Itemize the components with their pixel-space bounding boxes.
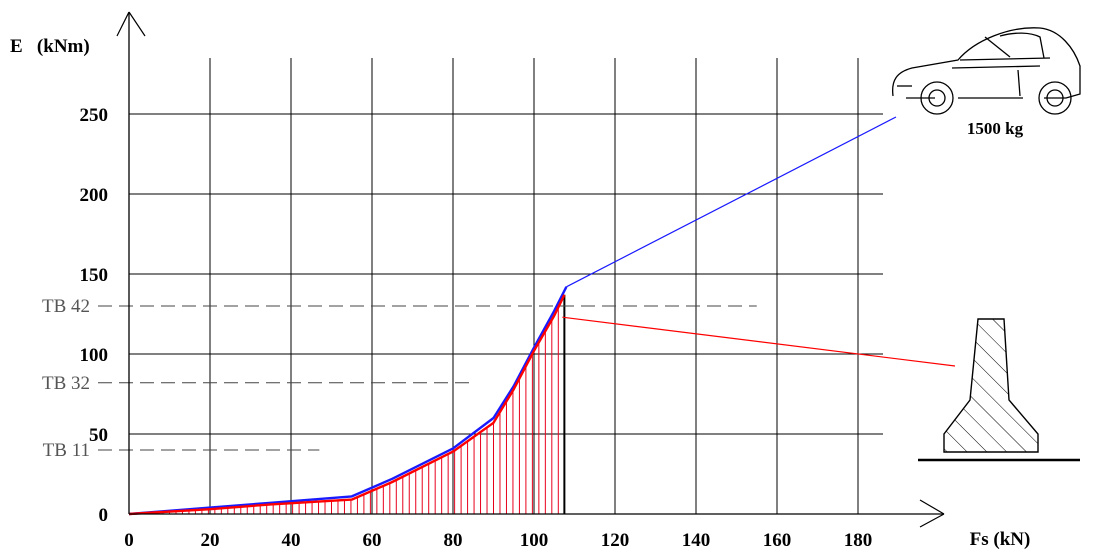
x-axis-arrow-bottom [919, 513, 945, 528]
reference-label-2: TB 11 [43, 440, 90, 461]
x-axis-label: Fs (kN) [970, 529, 1031, 550]
barrier-icon [918, 318, 1080, 462]
area-hatch [136, 294, 566, 514]
y-tick-label-0: 0 [99, 505, 109, 526]
y-axis-label: E (kNm) [10, 36, 90, 57]
series-group [128, 286, 568, 516]
car-leader-line [566, 116, 897, 288]
y-tick-label-2: 100 [80, 345, 109, 366]
y-axis-arrow-left [116, 11, 130, 37]
reference-label-1: TB 32 [42, 373, 90, 394]
barrier-leader-line [562, 316, 956, 367]
car-icon [891, 27, 1081, 115]
x-tick-label-3: 60 [363, 530, 382, 551]
x-axis-arrow-top [919, 499, 945, 515]
y-tick-label-5: 250 [80, 105, 109, 126]
x-tick-label-6: 120 [601, 530, 630, 551]
x-tick-label-0: 0 [124, 530, 134, 551]
x-tick-label-9: 180 [844, 530, 873, 551]
y-tick-label-1: 50 [89, 425, 108, 446]
series-line-0 [128, 286, 568, 516]
reference-lines: TB 42 TB 32 TB 11 [42, 296, 757, 461]
x-tick-label-5: 100 [520, 530, 549, 551]
tick-labels: 0 20 40 60 80 100 120 140 160 180 0 50 100 150 200 250 [80, 105, 873, 551]
car-mass-label: 1500 kg [967, 119, 1024, 138]
x-tick-label-8: 160 [763, 530, 792, 551]
grid [129, 58, 883, 514]
x-tick-label-7: 140 [682, 530, 711, 551]
y-tick-label-4: 200 [80, 185, 109, 206]
annotation-lines [562, 116, 956, 367]
x-tick-label-4: 80 [444, 530, 463, 551]
x-tick-label-2: 40 [282, 530, 301, 551]
x-tick-label-1: 20 [201, 530, 220, 551]
y-tick-label-3: 150 [80, 265, 109, 286]
reference-label-0: TB 42 [42, 296, 90, 317]
series-line-1 [128, 294, 566, 516]
axes [116, 11, 945, 528]
y-axis-arrow-right [128, 11, 146, 37]
